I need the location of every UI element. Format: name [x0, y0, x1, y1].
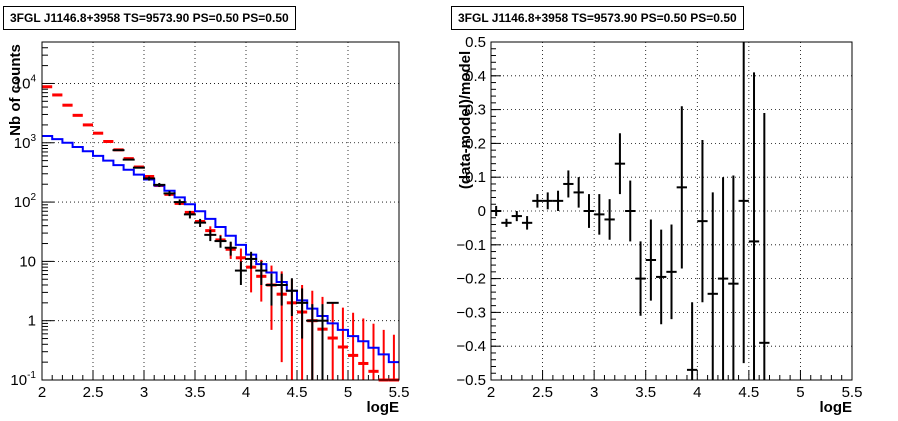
residual-y-tick-label: −0.5: [456, 372, 486, 389]
residual-y-tick-label: 0.2: [465, 135, 486, 152]
counts-x-tick-label: 2: [38, 384, 46, 401]
residual-x-tick-label: 4.5: [738, 384, 759, 401]
residual-y-tick-label: 0.3: [465, 102, 486, 119]
counts-x-tick-label: 3: [140, 384, 148, 401]
residual-x-tick-label: 5: [796, 384, 804, 401]
residual-y-tick-label: −0.1: [456, 237, 486, 254]
residual-y-tick-label: −0.3: [456, 304, 486, 321]
counts-x-tick-label: 3.5: [185, 384, 206, 401]
residual-x-tick-label: 4: [693, 384, 701, 401]
counts-x-axis-label: logE: [367, 399, 400, 416]
residual-x-tick-label: 2.5: [532, 384, 553, 401]
residual-chart-title: 3FGL J1146.8+3958 TS=9573.90 PS=0.50 PS=…: [451, 6, 744, 30]
counts-x-tick-label: 4: [242, 384, 250, 401]
residual-x-tick-label: 3: [590, 384, 598, 401]
residual-y-axis-label: (data-model)/model: [457, 51, 474, 189]
residual-x-tick-label: 5.5: [842, 384, 863, 401]
residual-y-tick-label: −0.2: [456, 271, 486, 288]
residual-x-axis-label: logE: [820, 399, 853, 416]
counts-y-tick-label: 1: [28, 313, 36, 330]
residual-y-tick-label: 0.5: [465, 34, 486, 51]
counts-y-tick-label: 102: [14, 192, 37, 211]
counts-y-axis-label: Nb of counts: [7, 44, 24, 136]
counts-chart-title: 3FGL J1146.8+3958 TS=9573.90 PS=0.50 PS=…: [3, 6, 296, 30]
model-step-line: [42, 135, 399, 364]
residual-y-tick-label: −0.4: [456, 338, 486, 355]
residual-y-tick-label: 0: [478, 203, 486, 220]
residual-plot-frame: [490, 41, 853, 381]
counts-y-tick-label: 103: [14, 133, 37, 152]
residual-panel: −0.5 −0.4 −0.3 −0.2 −0.1 0 0.1 0.2 0.3 0.4 0.5 2 2.5…: [456, 34, 862, 416]
residual-y-tick-label: 0.1: [465, 169, 486, 186]
residual-y-tick-label: 0.4: [465, 68, 486, 85]
residual-x-tick-label: 2: [487, 384, 495, 401]
counts-x-tick-label: 4.5: [287, 384, 308, 401]
residual-x-tick-label: 3.5: [635, 384, 656, 401]
counts-y-tick-label: 10: [19, 253, 36, 270]
counts-x-tick-label: 2.5: [83, 384, 104, 401]
counts-plot-frame: [41, 41, 400, 381]
counts-x-tick-label: 5.5: [389, 384, 410, 401]
counts-y-tick-label: 10-1: [10, 370, 36, 389]
counts-y-tick-label: 104: [14, 73, 37, 92]
counts-x-tick-label: 5: [344, 384, 352, 401]
